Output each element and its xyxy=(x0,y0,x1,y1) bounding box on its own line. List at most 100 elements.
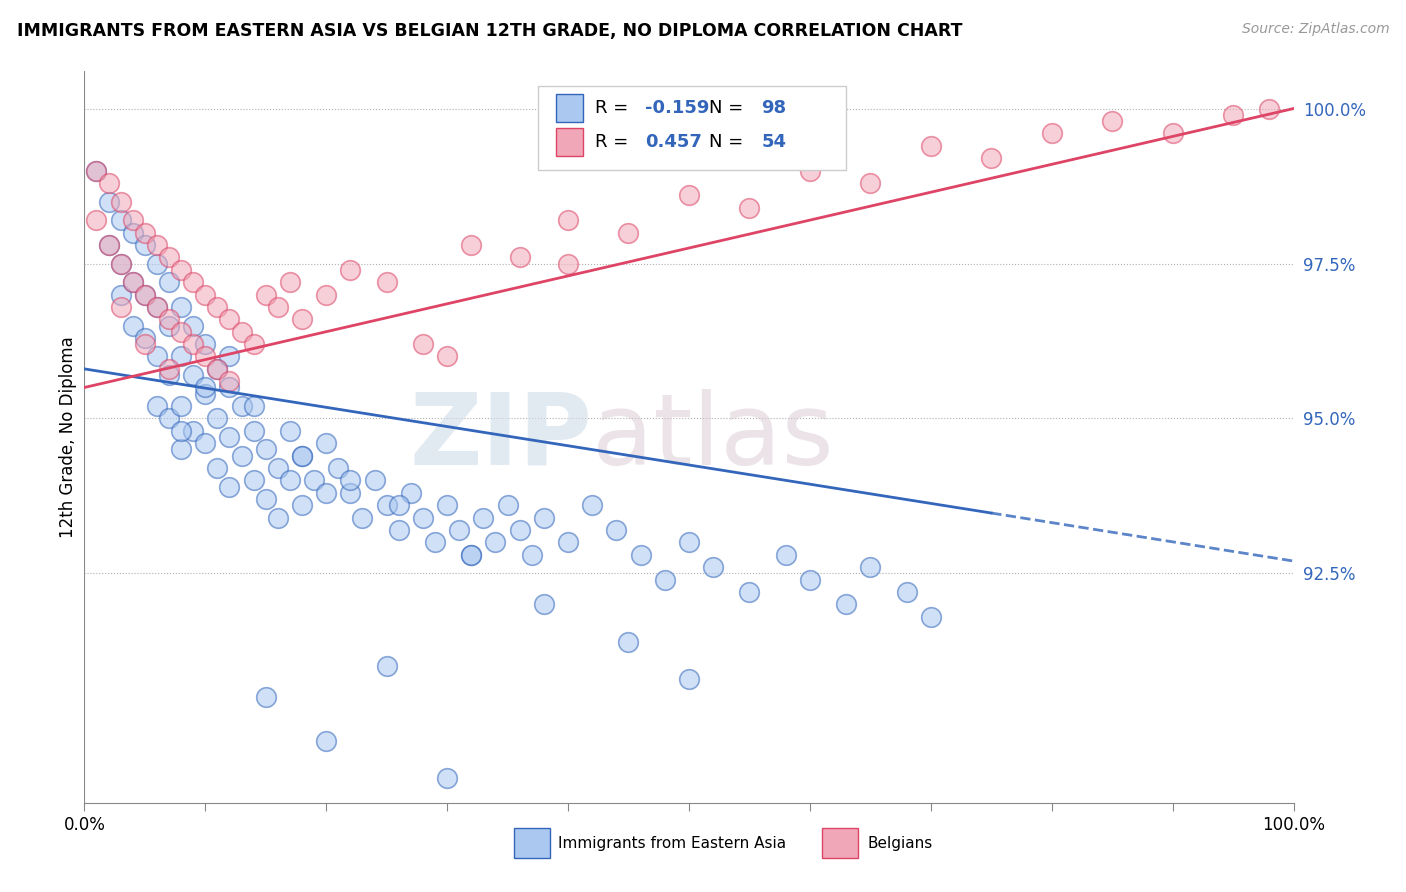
Point xyxy=(170,325,193,339)
Point xyxy=(1040,126,1063,140)
Point xyxy=(920,610,942,624)
Point xyxy=(146,300,169,314)
Point xyxy=(449,523,471,537)
Point xyxy=(110,256,132,270)
Point xyxy=(134,337,156,351)
Point xyxy=(97,238,120,252)
Point xyxy=(134,331,156,345)
Point xyxy=(170,424,193,438)
Point xyxy=(1161,126,1184,140)
Point xyxy=(278,275,301,289)
Point xyxy=(509,523,531,537)
Point xyxy=(207,461,229,475)
Point xyxy=(97,238,120,252)
Point xyxy=(1101,114,1123,128)
Point xyxy=(242,337,264,351)
Point xyxy=(267,461,290,475)
Point xyxy=(121,226,143,240)
Point xyxy=(157,368,180,383)
Point xyxy=(654,573,676,587)
Point xyxy=(242,474,264,488)
Point xyxy=(194,386,217,401)
Point xyxy=(86,163,108,178)
Point xyxy=(181,424,204,438)
Point xyxy=(630,548,652,562)
Point xyxy=(496,498,519,512)
Point xyxy=(835,598,858,612)
Text: 54: 54 xyxy=(762,133,786,152)
Point xyxy=(218,380,240,394)
Point xyxy=(181,337,204,351)
Point xyxy=(146,300,169,314)
Point xyxy=(231,399,253,413)
Point xyxy=(339,262,361,277)
Point xyxy=(218,374,240,388)
Point xyxy=(207,300,229,314)
Text: 0.457: 0.457 xyxy=(645,133,702,152)
Point xyxy=(194,380,217,394)
Point xyxy=(278,474,301,488)
Point xyxy=(339,486,361,500)
Point xyxy=(799,163,821,178)
Point xyxy=(157,411,180,425)
Text: IMMIGRANTS FROM EASTERN ASIA VS BELGIAN 12TH GRADE, NO DIPLOMA CORRELATION CHART: IMMIGRANTS FROM EASTERN ASIA VS BELGIAN … xyxy=(17,22,962,40)
Text: R =: R = xyxy=(595,99,634,117)
Point xyxy=(472,510,495,524)
Point xyxy=(363,474,385,488)
Point xyxy=(157,275,180,289)
Point xyxy=(859,560,882,574)
Point xyxy=(617,634,640,648)
Point xyxy=(110,194,132,209)
Point xyxy=(533,598,555,612)
Point xyxy=(181,275,204,289)
Point xyxy=(678,672,700,686)
Point xyxy=(533,510,555,524)
Point xyxy=(218,480,240,494)
Point xyxy=(388,523,411,537)
Point xyxy=(436,771,458,785)
Point xyxy=(134,226,156,240)
Point xyxy=(375,275,398,289)
Point xyxy=(231,325,253,339)
Point xyxy=(134,238,156,252)
Text: N =: N = xyxy=(710,133,749,152)
Point xyxy=(121,275,143,289)
Point xyxy=(207,362,229,376)
Point xyxy=(436,498,458,512)
Point xyxy=(328,461,350,475)
Y-axis label: 12th Grade, No Diploma: 12th Grade, No Diploma xyxy=(59,336,77,538)
Point xyxy=(291,449,314,463)
Point xyxy=(557,256,579,270)
Point xyxy=(799,573,821,587)
FancyBboxPatch shape xyxy=(555,94,582,122)
Point xyxy=(460,548,482,562)
Point xyxy=(278,424,301,438)
FancyBboxPatch shape xyxy=(538,86,846,170)
Point xyxy=(194,350,217,364)
Point xyxy=(738,201,761,215)
Point xyxy=(170,442,193,457)
Point xyxy=(315,734,337,748)
Point xyxy=(242,399,264,413)
Point xyxy=(254,287,277,301)
Point xyxy=(218,430,240,444)
Point xyxy=(218,312,240,326)
Point xyxy=(231,449,253,463)
Point xyxy=(194,436,217,450)
Point xyxy=(110,300,132,314)
Point xyxy=(460,548,482,562)
Point xyxy=(291,312,314,326)
Point xyxy=(121,318,143,333)
Point xyxy=(581,498,603,512)
Point xyxy=(110,256,132,270)
Point xyxy=(1222,108,1244,122)
Point xyxy=(980,151,1002,165)
Point xyxy=(375,659,398,673)
Point xyxy=(302,474,325,488)
Point xyxy=(146,238,169,252)
Point xyxy=(509,250,531,264)
Point xyxy=(254,442,277,457)
Point xyxy=(207,362,229,376)
Point xyxy=(121,213,143,227)
Point xyxy=(97,194,120,209)
